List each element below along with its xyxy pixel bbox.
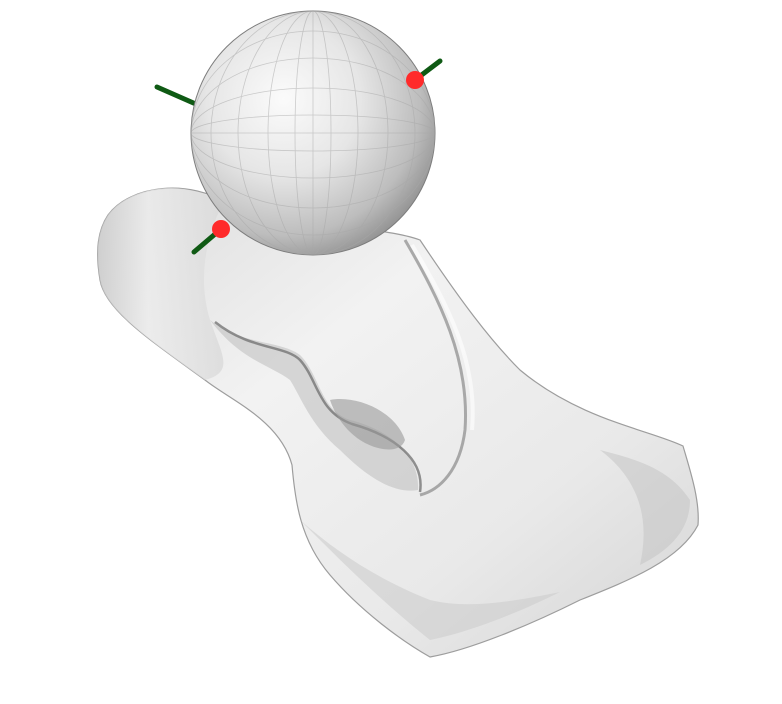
- mesh-left-lobe: [97, 188, 224, 380]
- mesh-ridge-highlight: [410, 243, 475, 431]
- mesh-right-shadow: [600, 450, 690, 565]
- mesh-ridge: [403, 239, 468, 497]
- marker-point: [406, 71, 424, 89]
- marker-point: [212, 220, 230, 238]
- marker-bottom-left[interactable]: [191, 220, 230, 255]
- reference-sphere[interactable]: [190, 10, 436, 256]
- sphere-tessellation: [191, 11, 435, 255]
- mesh-fold: [210, 320, 419, 491]
- mesh-cavity: [330, 399, 405, 450]
- mesh-body: [97, 187, 699, 658]
- mesh-fold-edge: [214, 321, 422, 493]
- marker-top-right[interactable]: [406, 58, 443, 89]
- scanned-mesh: [97, 187, 699, 658]
- mesh-lower-shadow: [300, 520, 560, 640]
